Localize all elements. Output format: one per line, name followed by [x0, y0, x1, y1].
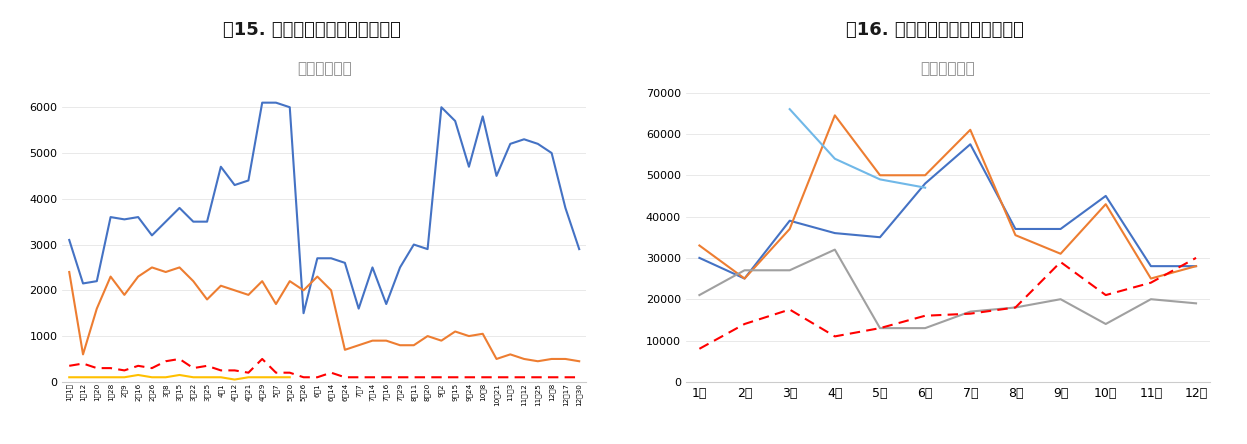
- Title: 镍豆现货库存: 镍豆现货库存: [297, 61, 352, 76]
- Text: 图15. 镍豆社会库存（单位：吨）: 图15. 镍豆社会库存（单位：吨）: [223, 21, 400, 39]
- Title: 镍板社会库存: 镍板社会库存: [920, 61, 975, 76]
- Text: 图16. 镍板社会库存（单位：吨）: 图16. 镍板社会库存（单位：吨）: [847, 21, 1024, 39]
